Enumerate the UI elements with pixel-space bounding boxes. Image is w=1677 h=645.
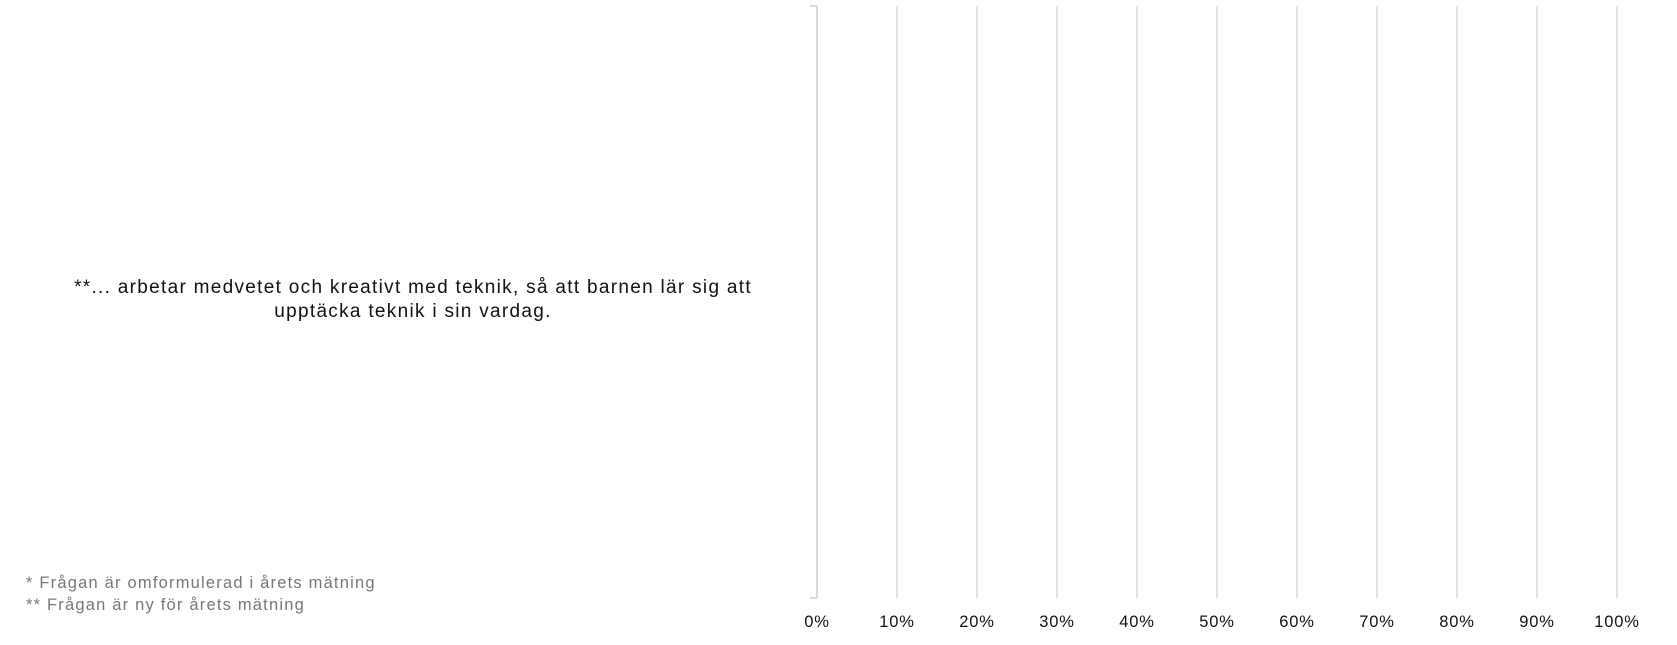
x-axis-tick-labels: 0% 10% 20% 30% 40% 50% 60% 70% 80% 90% 100%: [804, 613, 1639, 631]
tick-label-100pct: 100%: [1594, 613, 1639, 631]
tick-label-70pct: 70%: [1359, 613, 1394, 631]
tick-label-40pct: 40%: [1119, 613, 1154, 631]
tick-label-30pct: 30%: [1039, 613, 1074, 631]
category-label: **... arbetar medvetet och kreativt med …: [74, 277, 752, 322]
footnote-rephrased: * Frågan är omformulerad i årets mätning: [26, 574, 376, 592]
tick-label-50pct: 50%: [1199, 613, 1234, 631]
tick-label-60pct: 60%: [1279, 613, 1314, 631]
tick-label-20pct: 20%: [959, 613, 994, 631]
tick-label-90pct: 90%: [1519, 613, 1554, 631]
tick-label-10pct: 10%: [879, 613, 914, 631]
footnotes: * Frågan är omformulerad i årets mätning…: [26, 572, 376, 616]
footnote-new-question: ** Frågan är ny för årets mätning: [26, 596, 305, 614]
y-axis: [810, 5, 818, 599]
tick-label-0pct: 0%: [804, 613, 829, 631]
gridlines: [896, 6, 1618, 598]
tick-label-80pct: 80%: [1439, 613, 1474, 631]
